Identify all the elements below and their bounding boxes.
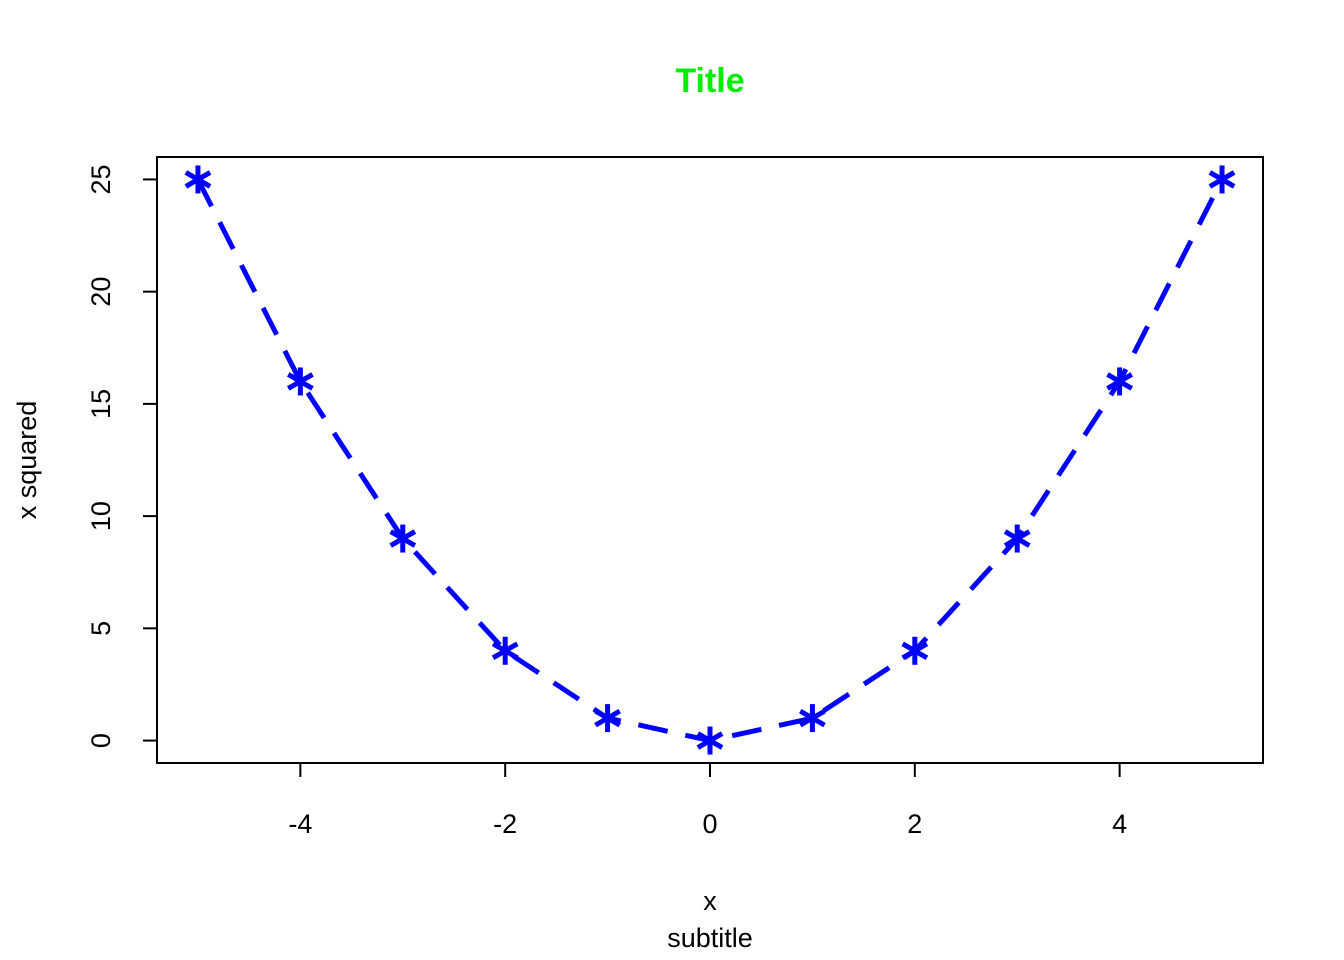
data-point-marker — [901, 636, 929, 665]
data-point-marker — [491, 636, 519, 665]
x-tick-label: -2 — [493, 809, 517, 839]
y-tick-label: 0 — [86, 733, 116, 748]
data-point-marker — [184, 165, 212, 194]
y-axis-label: x squared — [12, 401, 42, 520]
y-tick-label: 20 — [86, 277, 116, 307]
data-point-marker — [1106, 367, 1134, 396]
x-tick-label: -4 — [288, 809, 312, 839]
data-point-marker — [389, 524, 417, 553]
data-point-marker — [1208, 165, 1236, 194]
data-point-marker — [1003, 524, 1031, 553]
data-point-marker — [286, 367, 314, 396]
x-tick-label: 0 — [702, 809, 717, 839]
x-tick-label: 4 — [1112, 809, 1127, 839]
series-line — [195, 178, 1225, 744]
plot-frame — [156, 156, 1264, 764]
y-tick-label: 5 — [86, 621, 116, 636]
y-tick-label: 25 — [86, 164, 116, 194]
y-tick-label: 10 — [86, 501, 116, 531]
y-axis: 0 5 10 15 20 25 — [86, 164, 158, 748]
data-point-marker — [594, 704, 621, 733]
data-point-marker — [799, 704, 826, 733]
y-tick-label: 15 — [86, 389, 116, 419]
x-axis-label: x — [703, 886, 717, 916]
chart-title: Title — [675, 62, 744, 100]
x-axis: -4 -2 0 2 4 — [288, 762, 1127, 839]
x-tick-label: 2 — [907, 809, 922, 839]
data-point-marker — [696, 726, 724, 755]
chart-subtitle: subtitle — [667, 923, 753, 953]
series-layer — [184, 165, 1236, 755]
